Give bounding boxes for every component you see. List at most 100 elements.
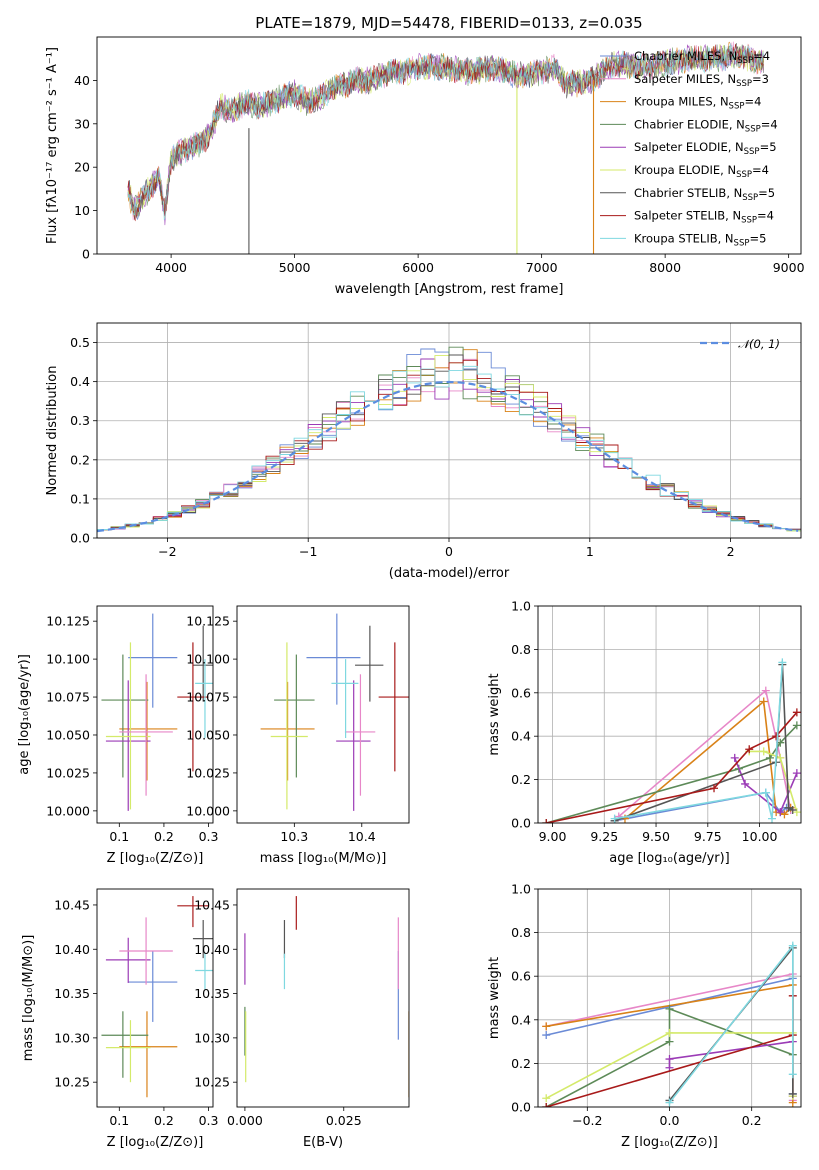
y-tick-label: 0.2 — [70, 452, 90, 467]
weight-marker — [792, 708, 801, 717]
x-tick-label: 9000 — [773, 260, 805, 275]
weight-marker — [542, 1031, 551, 1040]
y-tick-label: 0.1 — [70, 491, 90, 506]
plot-frame — [537, 888, 802, 1108]
y-tick-label: 0.4 — [511, 1012, 531, 1027]
legend-name: Salpeter STELIB, N — [634, 209, 741, 223]
weight-marker — [761, 788, 770, 797]
plot-frame — [236, 888, 410, 1108]
x-tick-label: 4000 — [155, 260, 187, 275]
legend-entry: Chabrier ELODIE, NSSP=4 — [634, 117, 778, 134]
weight-line — [749, 750, 798, 813]
legend-subscript: SSP — [736, 170, 752, 180]
x-axis-label: Z [log₁₀(Z/Z⊙)] — [621, 1135, 718, 1150]
legend-suffix: =5 — [760, 140, 777, 154]
y-tick-label: 0.8 — [511, 642, 531, 657]
x-axis-label: Z [log₁₀(Z/Z⊙)] — [107, 1135, 204, 1150]
spectrum-line — [127, 43, 764, 222]
x-tick-label: 0.1 — [109, 1113, 129, 1128]
x-axis-label: age [log₁₀(age/yr)] — [609, 851, 730, 866]
y-tick-label: 10.050 — [186, 727, 230, 742]
histogram-step — [97, 365, 801, 531]
y-tick-label: 1.0 — [511, 882, 531, 897]
weight-marker — [792, 808, 801, 817]
legend: 𝒩(0, 1) — [700, 337, 780, 351]
legend-name: Kroupa MILES, N — [634, 95, 729, 109]
weight-marker — [730, 753, 739, 762]
x-tick-label: −2 — [158, 544, 176, 559]
y-tick-label: 0.4 — [511, 729, 531, 744]
weight-marker — [776, 753, 785, 762]
y-tick-label: 0.2 — [511, 1056, 531, 1071]
legend-subscript: SSP — [734, 238, 750, 248]
y-tick-label: 40 — [74, 73, 90, 88]
weight-line — [614, 662, 784, 820]
x-tick-label: 0.2 — [154, 829, 174, 844]
weight-marker — [778, 658, 787, 667]
legend-subscript: SSP — [745, 124, 761, 134]
weight-marker — [665, 1098, 674, 1107]
weight-marker — [776, 808, 785, 817]
weight-marker — [780, 810, 789, 819]
panel-2: −2 −1 0 1 2 0.0 0.1 0.2 0.3 0.4 0.5 (data-model)/er… — [45, 322, 802, 581]
legend-name: Kroupa ELODIE, N — [634, 163, 736, 177]
x-tick-label: 0.3 — [199, 1113, 219, 1128]
weight-marker — [788, 1070, 797, 1079]
legend-subscript: SSP — [737, 56, 753, 66]
y-tick-label: 0.3 — [70, 413, 90, 428]
weight-line — [668, 943, 794, 1104]
y-axis-label: mass weight — [487, 957, 502, 1039]
weight-marker — [761, 686, 770, 695]
x-tick-label: 6000 — [402, 260, 434, 275]
weight-lines — [542, 658, 801, 823]
spectrum-line — [127, 43, 764, 220]
panel-7: 0.000 0.025 10.25 10.30 10.35 10.40 10.45 E(B-V… — [194, 888, 410, 1150]
panel-3: 0.1 0.2 0.3 10.000 10.025 10.050 10.075 10.100 1… — [17, 605, 219, 866]
weight-marker — [768, 814, 777, 823]
x-tick-label: 10.3 — [280, 829, 308, 844]
y-tick-label: 0.8 — [511, 925, 531, 940]
y-tick-label: 10.000 — [46, 803, 90, 818]
x-axis-label: Z [log₁₀(Z/Z⊙)] — [107, 851, 204, 866]
legend-suffix: =5 — [749, 231, 766, 245]
y-tick-label: 10.40 — [54, 942, 90, 957]
x-tick-label: 1 — [586, 544, 594, 559]
y-tick-label: 10.050 — [46, 727, 90, 742]
y-tick-label: 0.6 — [511, 969, 531, 984]
x-tick-label: 10.4 — [348, 829, 376, 844]
legend-suffix: =4 — [761, 117, 778, 131]
legend-entry: Chabrier STELIB, NSSP=5 — [634, 186, 775, 203]
legend-name: Chabrier STELIB, N — [634, 186, 742, 200]
weight-marker — [665, 1037, 674, 1046]
weight-marker — [792, 721, 801, 730]
normal-curve — [97, 380, 799, 533]
weight-marker — [784, 803, 793, 812]
weight-marker — [542, 1022, 551, 1031]
y-tick-label: 0.4 — [70, 374, 90, 389]
weight-line — [545, 1007, 794, 1107]
x-tick-label: 2 — [727, 544, 735, 559]
panel-6: 0.1 0.2 0.3 10.25 10.30 10.35 10.40 10.45 Z [log… — [21, 888, 219, 1150]
points — [101, 896, 213, 1098]
weight-marker — [542, 1094, 551, 1103]
y-tick-label: 10.025 — [186, 765, 230, 780]
y-tick-label: 0.0 — [70, 531, 90, 546]
weight-marker — [665, 1004, 674, 1013]
panel-4: 10.3 10.4 10.000 10.025 10.050 10.075 10.100 10… — [186, 605, 410, 866]
plot-frame — [96, 605, 214, 824]
legend-subscript: SSP — [742, 193, 758, 203]
y-tick-label: 10.30 — [194, 1030, 230, 1045]
y-tick-label: 1.0 — [511, 599, 531, 614]
y-tick-label: 30 — [74, 116, 90, 131]
legend-subscript: SSP — [729, 102, 745, 112]
legend-suffix: =4 — [757, 209, 774, 223]
y-tick-label: 10.125 — [186, 614, 230, 629]
x-tick-label: 0.3 — [199, 829, 219, 844]
y-tick-label: 0.0 — [511, 1100, 531, 1115]
y-tick-label: 20 — [74, 160, 90, 175]
legend-name: Chabrier ELODIE, N — [634, 117, 745, 131]
y-tick-label: 10 — [74, 203, 90, 218]
chart-title: PLATE=1879, MJD=54478, FIBERID=0133, z=0… — [255, 14, 642, 32]
